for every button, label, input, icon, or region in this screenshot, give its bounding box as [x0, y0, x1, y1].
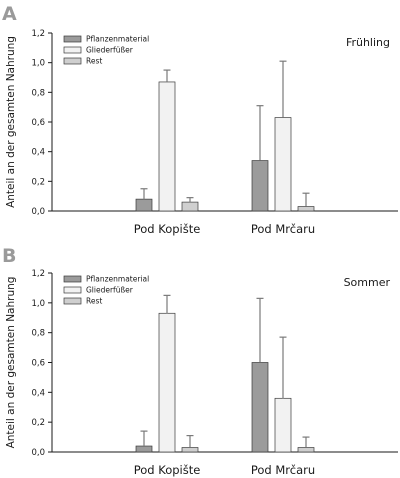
- x-category-label: Pod Kopište: [134, 463, 201, 477]
- chart-title: Frühling: [346, 36, 390, 49]
- x-category-label: Pod Mrčaru: [251, 463, 315, 477]
- x-category-label: Pod Kopište: [134, 222, 201, 236]
- y-tick-label: 0,6: [31, 118, 45, 128]
- y-tick-label: 0,8: [31, 329, 45, 339]
- bar: [274, 397, 292, 453]
- y-tick-label: 0,4: [31, 148, 45, 158]
- legend-swatch: [63, 46, 82, 54]
- panel-b: B Anteil an der gesamten Nahrung 0,0 0,2 0,4…: [2, 245, 398, 477]
- legend-swatch: [63, 275, 82, 283]
- y-axis-label: Anteil an der gesamten Nahrung: [5, 277, 17, 449]
- legend-swatch: [63, 297, 82, 305]
- bar: [158, 312, 176, 453]
- y-tick-label: 1,2: [31, 269, 45, 279]
- y-tick-label: 0,6: [31, 359, 45, 369]
- legend-label: Pflanzenmaterial: [86, 275, 149, 284]
- y-tick-label: 0,8: [31, 88, 45, 98]
- bar: [181, 447, 199, 453]
- y-tick-label: 0,0: [31, 448, 45, 458]
- legend-label: Rest: [86, 57, 102, 66]
- y-tick-label: 0,2: [31, 418, 45, 428]
- bar: [181, 201, 199, 212]
- panel-letter: A: [2, 3, 17, 25]
- y-tick-label: 1,0: [31, 299, 45, 309]
- panel-letter: B: [2, 245, 16, 267]
- bar: [135, 445, 153, 453]
- y-tick-label: 0,0: [31, 207, 45, 217]
- legend-label: Gliederfüßer: [86, 46, 134, 55]
- legend-swatch: [63, 286, 82, 294]
- y-tick-label: 1,0: [31, 59, 45, 69]
- bar: [251, 362, 269, 453]
- bar: [297, 206, 315, 212]
- chart-title: Sommer: [344, 276, 391, 289]
- legend-label: Gliederfüßer: [86, 286, 134, 295]
- legend-label: Rest: [86, 297, 102, 306]
- legend-label: Pflanzenmaterial: [86, 35, 149, 44]
- bar: [274, 117, 292, 212]
- bar: [135, 198, 153, 212]
- x-category-label: Pod Mrčaru: [251, 222, 315, 236]
- y-axis-label: Anteil an der gesamten Nahrung: [5, 36, 17, 208]
- legend-swatch: [63, 57, 82, 65]
- y-tick-label: 0,2: [31, 177, 45, 187]
- bar: [158, 81, 176, 212]
- legend-swatch: [63, 35, 82, 43]
- y-tick-label: 1,2: [31, 29, 45, 39]
- bar: [251, 160, 269, 212]
- y-tick-label: 0,4: [31, 388, 45, 398]
- panel-a: A Anteil an der gesamten Nahrung 0,0 0,2 0,4…: [2, 3, 398, 236]
- bar: [297, 447, 315, 453]
